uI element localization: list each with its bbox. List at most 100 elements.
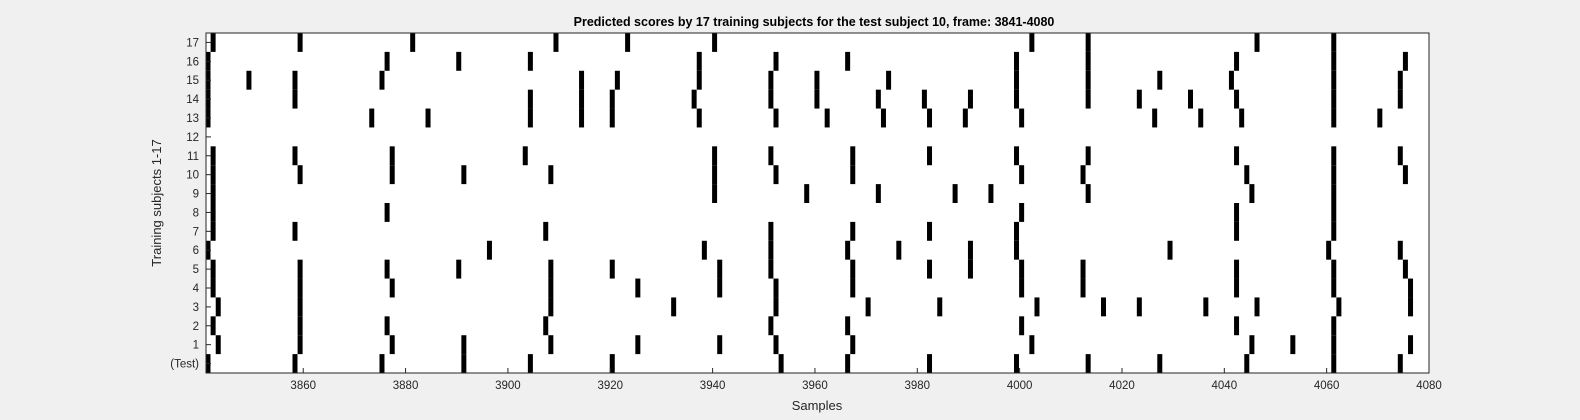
score-mark	[210, 33, 216, 52]
score-mark	[297, 335, 303, 355]
score-mark	[814, 70, 820, 90]
score-mark	[1157, 70, 1163, 90]
score-mark	[425, 108, 431, 128]
score-mark	[1331, 316, 1337, 336]
score-mark	[1402, 165, 1408, 185]
score-mark	[548, 278, 554, 298]
score-mark	[297, 297, 303, 317]
score-mark	[967, 259, 973, 279]
y-tick-label: 5	[193, 264, 199, 276]
y-tick-label: 17	[186, 37, 199, 49]
score-mark	[579, 89, 585, 109]
x-tick-label: 3940	[700, 380, 726, 392]
x-axis-label: Samples	[792, 398, 843, 413]
score-mark	[768, 146, 774, 166]
score-mark	[486, 240, 492, 260]
score-mark	[1085, 70, 1091, 90]
score-mark	[850, 165, 856, 185]
score-mark	[1234, 259, 1240, 279]
score-mark	[215, 297, 221, 317]
score-mark	[609, 108, 615, 128]
score-mark	[768, 316, 774, 336]
score-mark	[1085, 33, 1091, 52]
plot-frame	[205, 32, 1430, 374]
score-mark	[379, 70, 385, 90]
score-mark	[712, 146, 718, 166]
score-mark	[845, 316, 851, 336]
score-mark	[210, 165, 216, 185]
score-mark	[297, 316, 303, 336]
score-mark	[671, 297, 677, 317]
score-mark	[410, 33, 416, 52]
score-mark	[1331, 259, 1337, 279]
score-mark	[927, 221, 933, 241]
score-mark	[850, 146, 856, 166]
score-mark	[1234, 316, 1240, 336]
score-mark	[1331, 335, 1337, 355]
score-mark	[1085, 51, 1091, 71]
score-mark	[1408, 278, 1414, 298]
score-mark	[292, 221, 298, 241]
score-mark	[1080, 259, 1086, 279]
score-mark	[1019, 259, 1025, 279]
score-mark	[845, 354, 851, 373]
score-mark	[1397, 240, 1403, 260]
score-mark	[850, 278, 856, 298]
score-mark	[1101, 297, 1107, 317]
score-mark	[1152, 108, 1158, 128]
score-mark	[824, 108, 830, 128]
y-tick-label: 2	[193, 321, 199, 333]
score-mark	[768, 70, 774, 90]
score-mark	[1019, 316, 1025, 336]
chart-title: Predicted scores by 17 training subjects…	[574, 15, 1055, 29]
x-axis: 3860 3880 3900 3920 3940 3960 3980 4000 4020 4040…	[290, 368, 1442, 392]
score-mark	[804, 184, 810, 203]
y-tick-label: (Test)	[170, 359, 199, 371]
score-mark	[896, 240, 902, 260]
score-mark	[712, 33, 718, 52]
y-tick-label: 8	[193, 207, 199, 219]
score-mark	[1331, 108, 1337, 128]
score-mark	[768, 240, 774, 260]
score-mark	[1029, 33, 1035, 52]
score-mark	[369, 108, 375, 128]
score-mark	[696, 70, 702, 90]
score-mark	[875, 89, 881, 109]
score-mark	[1244, 354, 1250, 373]
score-mark	[579, 108, 585, 128]
score-mark	[297, 259, 303, 279]
score-mark	[1014, 146, 1020, 166]
score-mark	[1187, 89, 1193, 109]
score-mark	[210, 278, 216, 298]
score-mark	[712, 184, 718, 203]
score-mark	[1167, 240, 1173, 260]
score-mark	[1019, 108, 1025, 128]
score-mark	[292, 146, 298, 166]
score-mark	[1014, 354, 1020, 373]
score-mark	[937, 297, 943, 317]
score-mark	[880, 108, 886, 128]
score-mark	[389, 335, 395, 355]
score-mark	[1014, 221, 1020, 241]
x-tick-label: 4080	[1416, 380, 1442, 392]
score-mark	[384, 51, 390, 71]
score-mark	[1136, 89, 1142, 109]
score-mark	[1244, 165, 1250, 185]
score-mark	[1331, 184, 1337, 203]
score-mark	[768, 89, 774, 109]
score-mark	[1019, 165, 1025, 185]
x-tick-label: 3960	[802, 380, 828, 392]
score-mark	[1034, 297, 1040, 317]
score-mark	[773, 297, 779, 317]
y-tick-label: 1	[193, 340, 199, 352]
score-mark	[1234, 203, 1240, 222]
score-mark	[1331, 89, 1337, 109]
score-mark	[389, 165, 395, 185]
score-mark	[1331, 70, 1337, 90]
score-mark	[635, 335, 641, 355]
score-mark	[1157, 354, 1163, 373]
score-mark	[1331, 221, 1337, 241]
score-mark	[543, 316, 549, 336]
